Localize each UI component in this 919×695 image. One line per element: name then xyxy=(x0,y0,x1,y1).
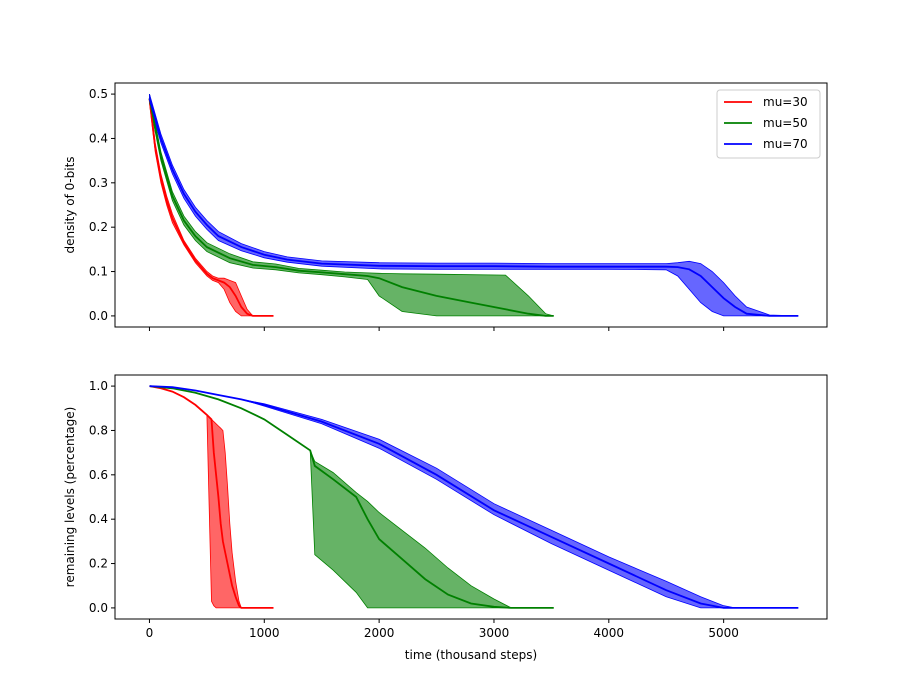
bot-xtick-label: 1000 xyxy=(249,626,280,640)
bot-ytick-label: 0.8 xyxy=(89,423,108,437)
bot-ytick-label: 0.0 xyxy=(89,601,108,615)
top-ytick-label: 0.0 xyxy=(89,309,108,323)
bot-ytick-label: 1.0 xyxy=(89,379,108,393)
top-ytick-label: 0.3 xyxy=(89,176,108,190)
top-panel: 0.0 0.1 0.2 0.3 0.4 0.5 density of 0-bits mu=… xyxy=(63,82,828,331)
bottom-y-axis-label: remaining levels (percentage) xyxy=(63,407,77,588)
top-plot-frame xyxy=(114,82,828,328)
top-y-axis-label: density of 0-bits xyxy=(63,156,77,253)
bottom-panel: 0.0 0.2 0.4 0.6 0.8 1.0 0 1000 2000 3000 4000 5000… xyxy=(63,374,828,662)
bot-ytick-label: 0.4 xyxy=(89,512,108,526)
top-ytick-label: 0.4 xyxy=(89,131,108,145)
top-line-mu70 xyxy=(148,98,799,317)
bot-line-mu50 xyxy=(149,385,554,609)
bot-ytick-label: 0.6 xyxy=(89,468,108,482)
top-ytick-label: 0.1 xyxy=(89,265,108,279)
legend-label-mu50: mu=50 xyxy=(763,116,808,130)
x-axis-label: time (thousand steps) xyxy=(405,648,537,662)
legend-label-mu30: mu=30 xyxy=(763,95,808,109)
bot-xtick-label: 2000 xyxy=(364,626,395,640)
bot-xtick-label: 4000 xyxy=(594,626,625,640)
top-ytick-label: 0.5 xyxy=(89,87,108,101)
bot-line-mu30 xyxy=(149,385,274,609)
top-ytick-label: 0.2 xyxy=(89,220,108,234)
bottom-plot-frame xyxy=(114,374,828,620)
legend-label-mu70: mu=70 xyxy=(763,137,808,151)
bot-xtick-label: 3000 xyxy=(479,626,510,640)
bot-xtick-label: 0 xyxy=(146,626,154,640)
top-line-mu50 xyxy=(148,98,554,317)
bot-line-mu70 xyxy=(149,385,799,609)
top-line-mu30 xyxy=(148,98,274,317)
bot-ytick-label: 0.2 xyxy=(89,557,108,571)
bot-xtick-label: 5000 xyxy=(708,626,739,640)
legend: mu=30 mu=50 mu=70 xyxy=(716,89,821,159)
